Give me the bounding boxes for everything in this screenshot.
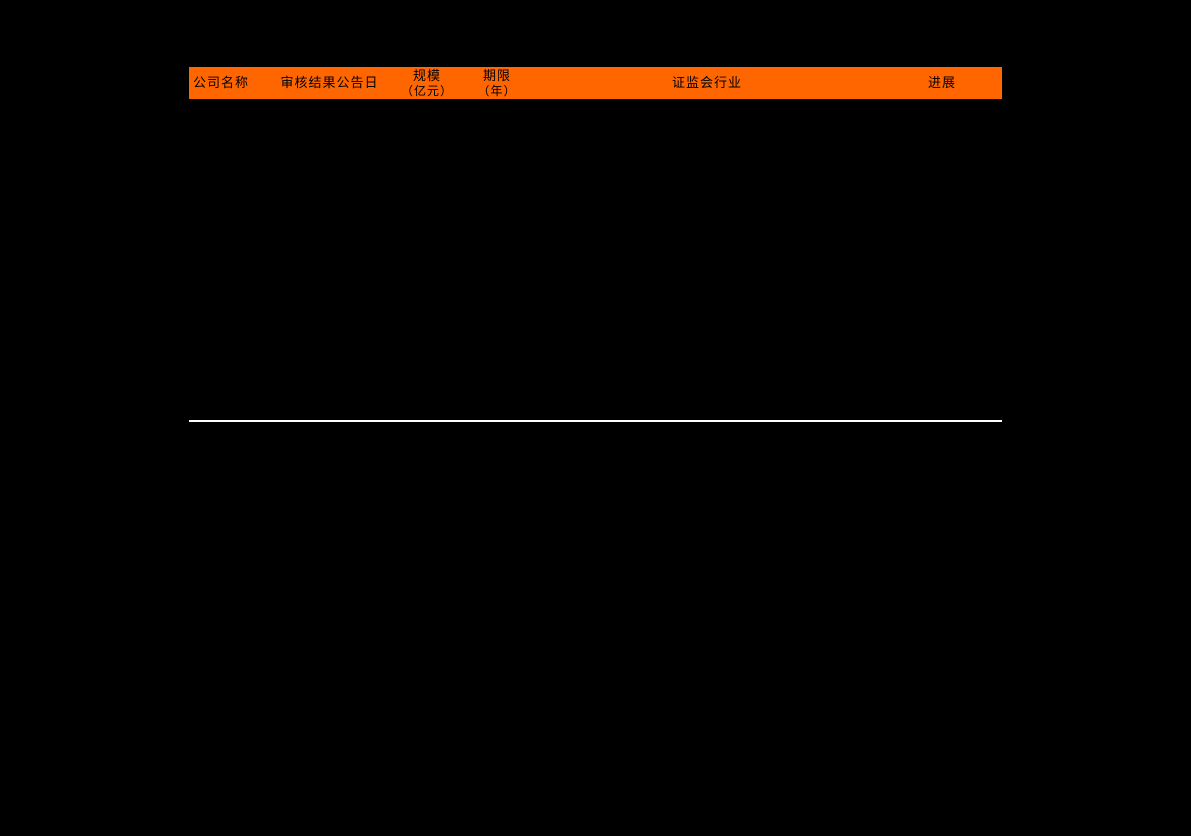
table-divider (189, 420, 1002, 422)
header-label: 规模 (413, 68, 441, 84)
header-announcement-date: 审核结果公告日 (267, 75, 392, 91)
header-scale: 规模 （亿元） (392, 68, 462, 98)
header-label: 证监会行业 (672, 75, 742, 91)
header-label: 期限 (483, 68, 511, 84)
header-sublabel: （亿元） (401, 84, 453, 98)
header-industry: 证监会行业 (532, 75, 882, 91)
header-company-name: 公司名称 (189, 75, 267, 91)
header-progress: 进展 (882, 75, 1002, 91)
table-container: 公司名称 审核结果公告日 规模 （亿元） 期限 （年） 证监会行业 进展 (189, 67, 1002, 99)
header-term: 期限 （年） (462, 68, 532, 98)
header-label: 进展 (928, 75, 956, 91)
header-label: 公司名称 (193, 75, 249, 91)
header-label: 审核结果公告日 (280, 75, 378, 91)
header-sublabel: （年） (477, 84, 516, 98)
table-header-row: 公司名称 审核结果公告日 规模 （亿元） 期限 （年） 证监会行业 进展 (189, 67, 1002, 99)
